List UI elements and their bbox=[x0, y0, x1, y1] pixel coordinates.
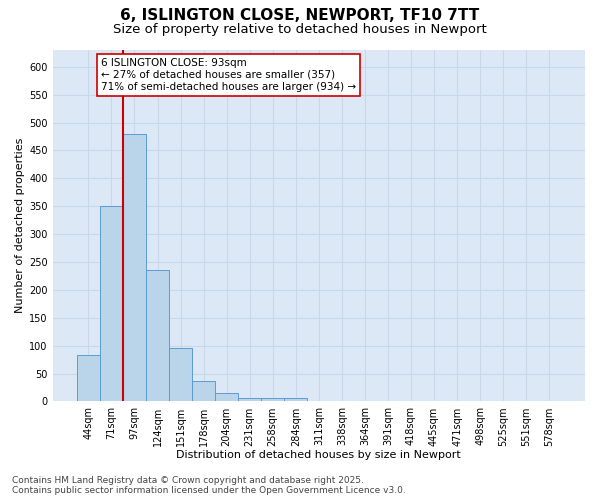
Text: Size of property relative to detached houses in Newport: Size of property relative to detached ho… bbox=[113, 22, 487, 36]
Bar bbox=[284, 398, 307, 402]
Bar bbox=[238, 398, 261, 402]
Text: 6, ISLINGTON CLOSE, NEWPORT, TF10 7TT: 6, ISLINGTON CLOSE, NEWPORT, TF10 7TT bbox=[121, 8, 479, 22]
Bar bbox=[77, 355, 100, 402]
X-axis label: Distribution of detached houses by size in Newport: Distribution of detached houses by size … bbox=[176, 450, 461, 460]
Text: Contains HM Land Registry data © Crown copyright and database right 2025.
Contai: Contains HM Land Registry data © Crown c… bbox=[12, 476, 406, 495]
Bar bbox=[192, 382, 215, 402]
Bar bbox=[169, 348, 192, 402]
Bar bbox=[215, 392, 238, 402]
Bar bbox=[123, 134, 146, 402]
Bar bbox=[261, 398, 284, 402]
Bar bbox=[100, 206, 123, 402]
Y-axis label: Number of detached properties: Number of detached properties bbox=[15, 138, 25, 314]
Text: 6 ISLINGTON CLOSE: 93sqm
← 27% of detached houses are smaller (357)
71% of semi-: 6 ISLINGTON CLOSE: 93sqm ← 27% of detach… bbox=[101, 58, 356, 92]
Bar bbox=[146, 270, 169, 402]
